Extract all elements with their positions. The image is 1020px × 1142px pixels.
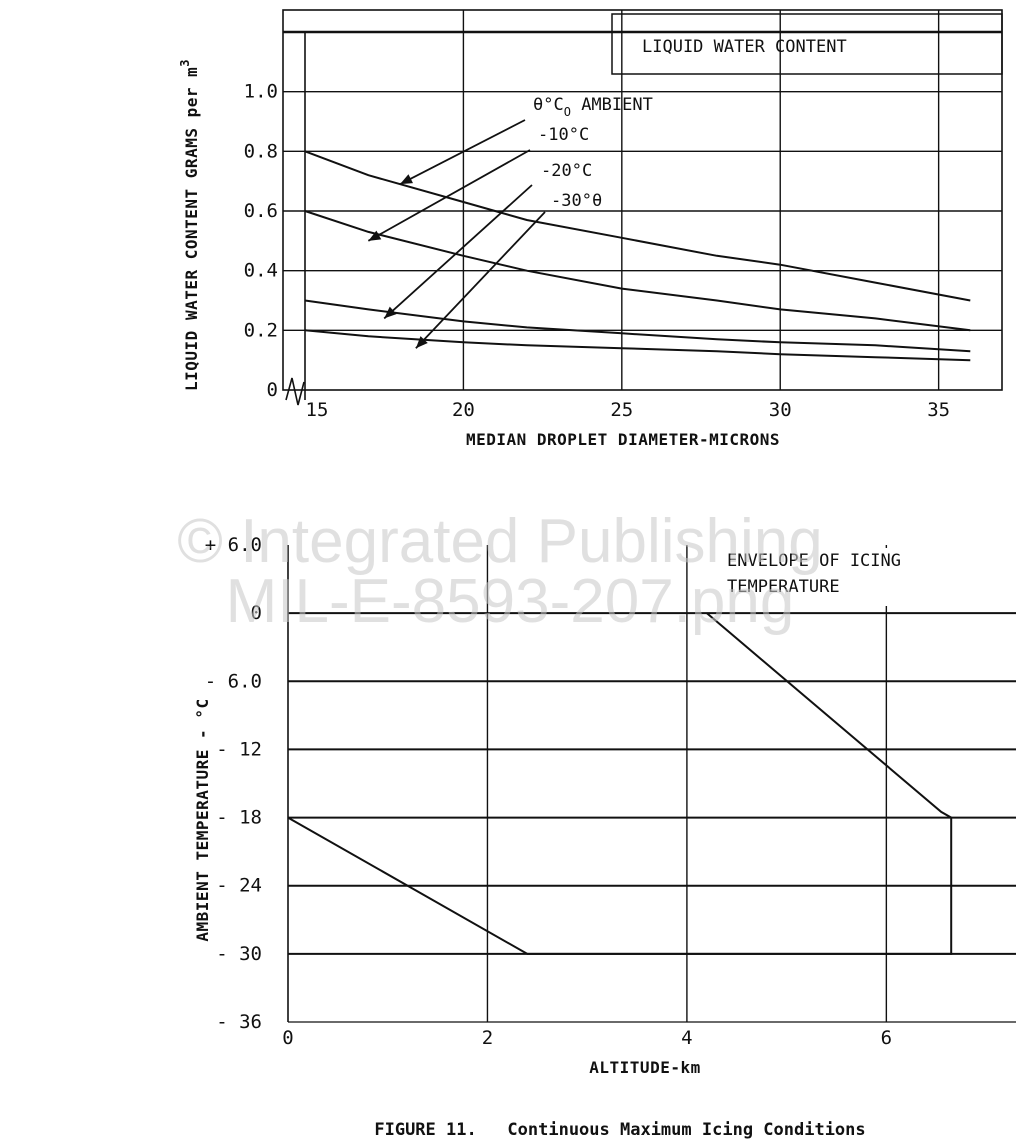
- bottom-chart-x-tick-label: 0: [282, 1027, 293, 1049]
- bottom-chart-title-line-1: ENVELOPE OF ICING: [727, 551, 901, 571]
- legend-arrow: [367, 149, 531, 242]
- bottom-chart-y-tick-label: 0: [251, 602, 262, 624]
- bottom-chart-x-tick-label: 4: [681, 1027, 692, 1049]
- bottom-chart-y-tick-label: - 12: [216, 738, 262, 760]
- top-chart-y-tick-label: 0.8: [244, 140, 278, 162]
- bottom-chart-y-tick-label: - 6.0: [205, 670, 262, 692]
- watermark-line-2: MIL-E-8593-207.png: [226, 567, 795, 636]
- legend-line-0: θ°CO AMBIENT: [533, 95, 653, 119]
- top-chart-frame: [282, 9, 1003, 391]
- legend-arrow: [383, 184, 533, 320]
- lwc-curve: [304, 150, 971, 302]
- bottom-chart-y-tick-label: - 36: [216, 1011, 262, 1033]
- bottom-chart-tick-labels: + 6.0 0 - 6.0 - 12 - 18 - 24 - 30 - 36 0 2 4 6: [205, 534, 892, 1049]
- legend-line-2: -20°C: [541, 161, 592, 181]
- bottom-chart-y-label: AMBIENT TEMPERATURE - °C: [193, 698, 212, 941]
- top-chart-x-tick-label: 15: [306, 399, 329, 421]
- top-chart-y-tick-label: 0: [267, 379, 278, 401]
- bottom-chart-envelope: [287, 612, 953, 955]
- top-chart-x-tick-label: 30: [769, 399, 792, 421]
- top-chart-x-tick-label: 20: [452, 399, 475, 421]
- legend-arrowhead: [384, 306, 397, 319]
- legend-arrow: [415, 211, 546, 349]
- legend-arrowhead: [400, 174, 414, 185]
- legend-arrow: [399, 119, 526, 185]
- icing-envelope-line: [287, 612, 953, 955]
- bottom-chart-x-label: ALTITUDE-km: [589, 1058, 700, 1077]
- top-chart-title-box: [611, 13, 1003, 75]
- bottom-chart-y-tick-label: - 30: [216, 943, 262, 965]
- top-chart-x-label: MEDIAN DROPLET DIAMETER-MICRONS: [466, 430, 780, 449]
- top-chart-tick-labels: 0 0.2 0.4 0.6 0.8 1.0 15 20 25 30 35: [244, 81, 950, 421]
- temperature-legend: θ°CO AMBIENT -10°C -20°C -30°θ: [533, 95, 653, 211]
- top-chart-y-tick-label: 0.2: [244, 319, 278, 341]
- top-chart-x-tick-label: 35: [927, 399, 950, 421]
- axis-break-mark: [285, 377, 305, 406]
- watermark-line-1: © Integrated Publishing: [177, 507, 822, 576]
- bottom-chart-y-tick-label: - 24: [216, 875, 262, 897]
- icing-temperature-envelope-chart: + 6.0 0 - 6.0 - 12 - 18 - 24 - 30 - 36 0 2 4 6 ENVE…: [193, 534, 1016, 1077]
- liquid-water-content-chart: 0 0.2 0.4 0.6 0.8 1.0 15 20 25 30 35 LIQUID WATER …: [178, 9, 1003, 449]
- figure-caption: FIGURE 11. Continuous Maximum Icing Cond…: [374, 1120, 865, 1140]
- legend-line-3: -30°θ: [551, 191, 602, 211]
- lwc-curve: [304, 210, 971, 332]
- legend-arrowhead: [415, 336, 428, 349]
- bottom-chart-title-line-2: TEMPERATURE: [727, 577, 840, 597]
- bottom-chart-y-tick-label: - 18: [216, 807, 262, 829]
- top-chart-title: LIQUID WATER CONTENT: [642, 37, 847, 57]
- top-chart-y-tick-label: 0.6: [244, 200, 278, 222]
- legend-arrows: [367, 119, 546, 349]
- bottom-chart-y-tick-label: + 6.0: [205, 534, 262, 556]
- top-chart-grid: [282, 9, 1003, 406]
- top-chart-y-tick-label: 1.0: [244, 81, 278, 103]
- bottom-chart-title-box: [715, 548, 1015, 606]
- top-chart-y-label: LIQUID WATER CONTENT GRAMS per m3: [178, 59, 201, 391]
- lwc-curve: [304, 299, 971, 353]
- bottom-chart-x-tick-label: 2: [482, 1027, 493, 1049]
- legend-arrowhead: [368, 230, 382, 241]
- legend-line-1: -10°C: [538, 125, 589, 145]
- top-chart-x-tick-label: 25: [610, 399, 633, 421]
- top-chart-y-tick-label: 0.4: [244, 260, 278, 282]
- bottom-chart-x-tick-label: 6: [881, 1027, 892, 1049]
- lwc-curve: [304, 329, 971, 362]
